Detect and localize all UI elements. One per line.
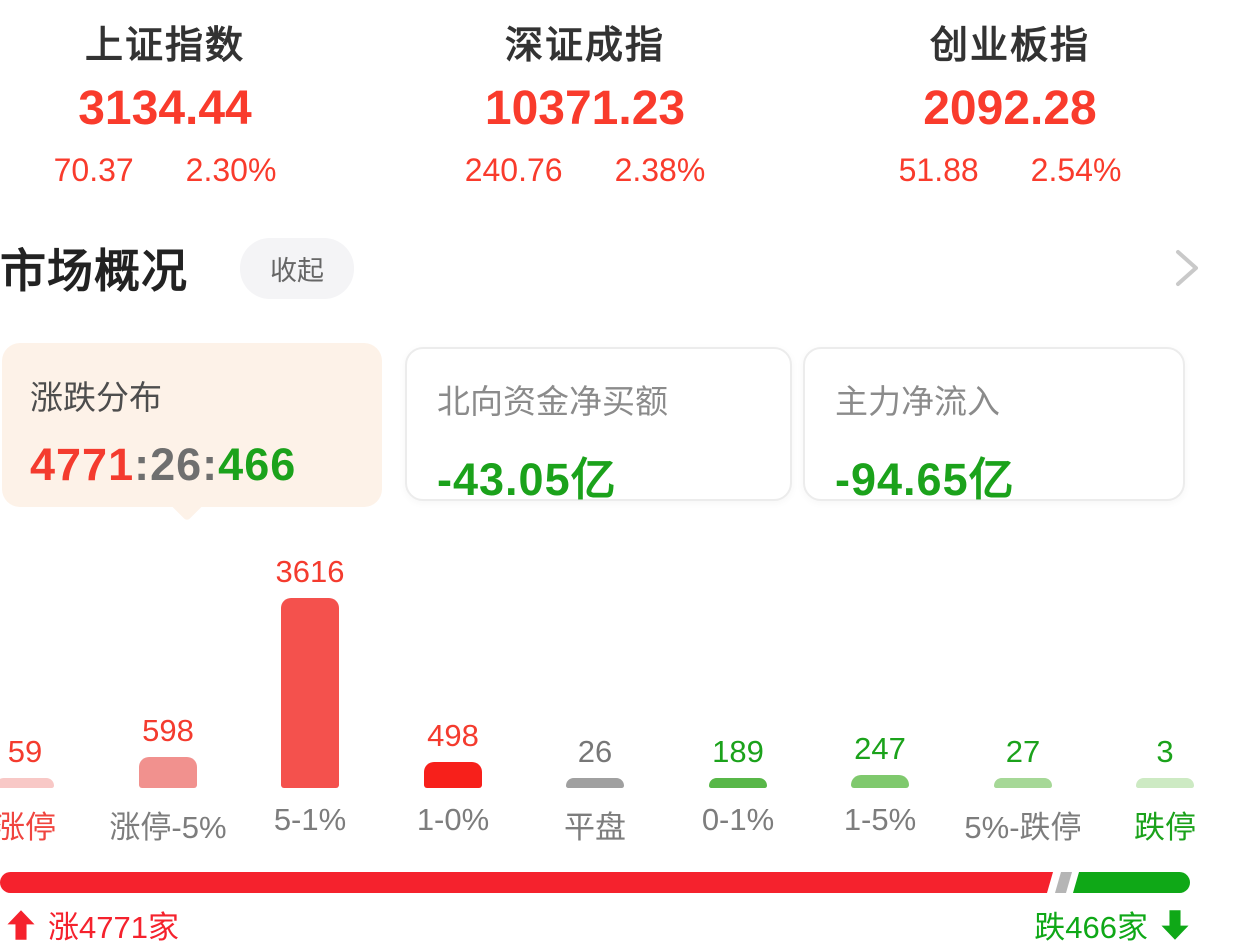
index-name: 创业板指 bbox=[929, 25, 1090, 67]
up-bar-segment bbox=[0, 872, 1034, 893]
index-change-row: 240.76 2.38% bbox=[420, 152, 750, 189]
bar-label: 1-5% bbox=[843, 802, 917, 837]
card-label: 涨跌分布 bbox=[30, 379, 162, 416]
chart-column-涨停-5%: 598 涨停-5% bbox=[100, 713, 236, 845]
bar bbox=[0, 778, 54, 788]
northbound-net-buy-value: -43.05亿 bbox=[437, 454, 617, 505]
bar bbox=[281, 598, 339, 788]
card-main-net-inflow[interactable]: 主力净流入 -94.65亿 bbox=[803, 347, 1185, 505]
distribution-ratio-part: 4771 bbox=[30, 439, 135, 490]
index-price: 10371.23 bbox=[484, 82, 686, 135]
bar bbox=[709, 778, 767, 788]
summary-cards-row: 涨跌分布 4771:26:466 北向资金净买额 -43.05亿 主力净流入 -… bbox=[0, 343, 1246, 528]
bar bbox=[566, 778, 624, 788]
chart-column-5-1%: 3616 5-1% bbox=[242, 554, 378, 840]
index-card-shenzhen[interactable]: 深证成指 10371.23 240.76 2.38% bbox=[420, 14, 750, 189]
down-bar-segment bbox=[1086, 872, 1190, 893]
advance-decline-bar bbox=[0, 872, 1246, 893]
bar-value: 3616 bbox=[275, 554, 345, 589]
bar-label: 0-1% bbox=[701, 802, 775, 837]
section-header: 市场概况 收起 bbox=[0, 237, 1246, 299]
index-change-row: 70.37 2.30% bbox=[0, 152, 330, 189]
bar-label: 涨停 bbox=[0, 810, 56, 845]
bar bbox=[424, 762, 482, 788]
bar bbox=[1136, 778, 1194, 788]
summary-row: 涨4771家 跌466家 bbox=[0, 902, 1246, 946]
distribution-ratio-part: : bbox=[202, 439, 219, 490]
main-net-inflow-value: -94.65亿 bbox=[835, 454, 1015, 505]
distribution-ratio-value: 4771:26:466 bbox=[30, 439, 382, 491]
up-count-label: 涨4771家 bbox=[48, 910, 179, 945]
bar-value: 59 bbox=[7, 734, 43, 769]
down-arrow-icon bbox=[1161, 909, 1189, 940]
bar-value: 498 bbox=[427, 718, 479, 753]
distribution-ratio-part: : bbox=[134, 439, 151, 490]
index-change-row: 51.88 2.54% bbox=[845, 152, 1175, 189]
bar-label: 平盘 bbox=[564, 810, 626, 845]
index-card-shanghai[interactable]: 上证指数 3134.44 70.37 2.30% bbox=[0, 14, 330, 189]
chevron-right-icon[interactable] bbox=[1172, 246, 1202, 290]
chart-column-0-1%: 189 0-1% bbox=[670, 734, 806, 840]
bar-label: 5-1% bbox=[273, 802, 347, 837]
index-price: 2092.28 bbox=[923, 82, 1097, 135]
index-strip: 上证指数 3134.44 70.37 2.30% 深证成指 10371.23 2… bbox=[0, 14, 1246, 199]
index-change: 51.88 bbox=[898, 152, 979, 188]
section-title: 市场概况 bbox=[0, 245, 188, 297]
index-change-pct: 2.54% bbox=[1030, 152, 1122, 188]
card-label: 北向资金净买额 bbox=[437, 383, 668, 420]
bar-value: 27 bbox=[1005, 734, 1041, 769]
down-count-summary: 跌466家 bbox=[1034, 902, 1190, 947]
index-change: 240.76 bbox=[464, 152, 563, 188]
chart-column-1-5%: 247 1-5% bbox=[812, 731, 948, 840]
bar-label: 涨停-5% bbox=[109, 810, 227, 845]
flat-bar-segment bbox=[1054, 872, 1073, 893]
card-northbound-net-buy[interactable]: 北向资金净买额 -43.05亿 bbox=[405, 347, 792, 505]
bar-label: 1-0% bbox=[416, 802, 490, 837]
up-bar-segment-tip bbox=[1026, 872, 1054, 893]
chart-column-跌停: 3 跌停 bbox=[1097, 734, 1233, 845]
bar-label: 跌停 bbox=[1134, 810, 1196, 845]
index-change-pct: 2.30% bbox=[185, 152, 277, 188]
chart-column-1-0%: 498 1-0% bbox=[385, 718, 521, 840]
index-price: 3134.44 bbox=[78, 82, 252, 135]
bar bbox=[994, 778, 1052, 788]
distribution-ratio-part: 26 bbox=[150, 439, 203, 490]
index-card-chinext[interactable]: 创业板指 2092.28 51.88 2.54% bbox=[845, 14, 1175, 189]
index-change: 70.37 bbox=[53, 152, 134, 188]
index-name: 深证成指 bbox=[504, 25, 665, 67]
chart-column-平盘: 26 平盘 bbox=[527, 734, 663, 845]
bar-value: 3 bbox=[1156, 734, 1174, 769]
card-label: 主力净流入 bbox=[835, 383, 1000, 420]
collapse-button[interactable]: 收起 bbox=[240, 237, 354, 299]
index-change-pct: 2.38% bbox=[614, 152, 706, 188]
down-count-label: 跌466家 bbox=[1034, 910, 1148, 945]
distribution-bar-chart: 59 涨停 598 涨停-5% 3616 5-1% 498 1-0% 26 平盘 189 0-1% 24… bbox=[0, 540, 1246, 845]
bar-label: 5%-跌停 bbox=[964, 810, 1082, 845]
chart-column-5%-跌停: 27 5%-跌停 bbox=[955, 734, 1091, 845]
up-arrow-icon bbox=[7, 909, 35, 940]
distribution-ratio-part: 466 bbox=[218, 439, 297, 490]
bar-value: 26 bbox=[577, 734, 613, 769]
bar bbox=[851, 775, 909, 788]
bar-value: 598 bbox=[142, 713, 194, 748]
card-advance-decline-distribution[interactable]: 涨跌分布 4771:26:466 bbox=[2, 343, 382, 522]
bar bbox=[139, 757, 197, 788]
bar-value: 189 bbox=[712, 734, 764, 769]
chart-column-涨停: 59 涨停 bbox=[0, 734, 93, 845]
bar-value: 247 bbox=[854, 731, 906, 766]
up-count-summary: 涨4771家 bbox=[6, 902, 179, 947]
index-name: 上证指数 bbox=[84, 25, 245, 67]
